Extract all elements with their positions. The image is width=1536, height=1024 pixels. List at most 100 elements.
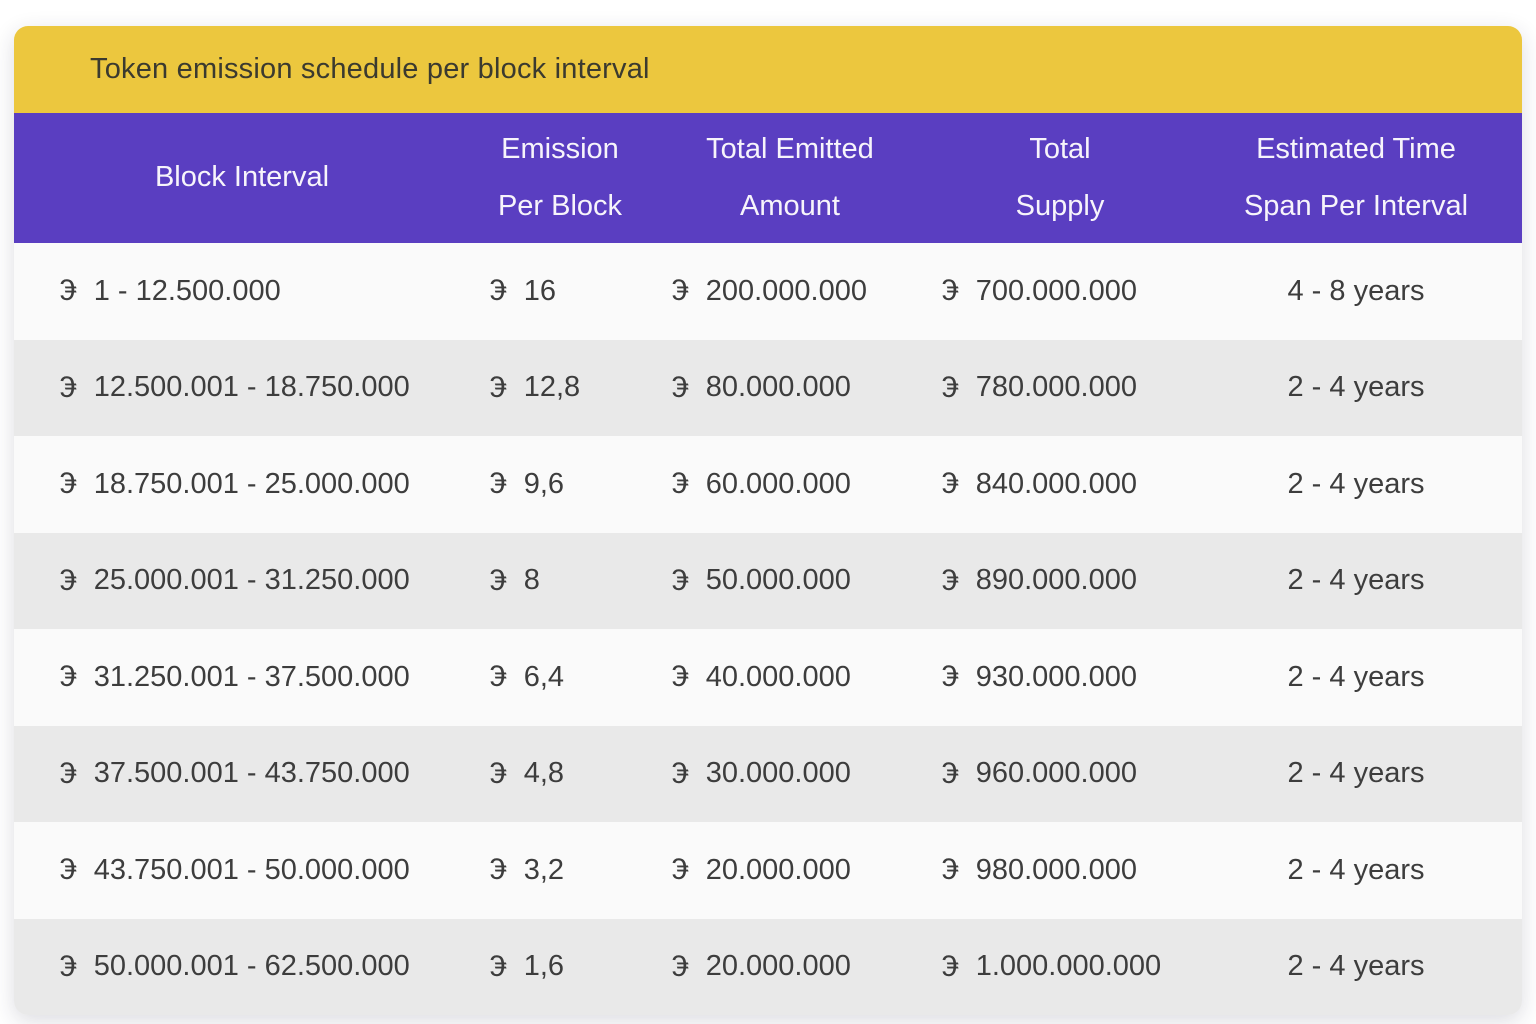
total-emitted-amount-value: 200.000.000 (705, 274, 867, 307)
token-icon: € (490, 563, 507, 597)
total-supply-value: 960.000.000 (975, 757, 1137, 790)
cell-total-emitted-amount: € 20.000.000 (650, 919, 930, 1016)
cell-time-span: 2 - 4 years (1190, 533, 1522, 630)
time-span-value: 2 - 4 years (1287, 950, 1425, 983)
token-icon: € (942, 563, 959, 597)
cell-total-supply: € 1.000.000.000 (930, 919, 1190, 1016)
total-supply-value: 980.000.000 (975, 853, 1137, 886)
token-icon: € (490, 370, 507, 404)
cell-emission-per-block: € 8 (470, 533, 650, 630)
emission-per-block-value: 12,8 (523, 371, 581, 404)
total-emitted-amount-value: 20.000.000 (705, 853, 851, 886)
total-emitted-amount-value: 30.000.000 (705, 757, 851, 790)
block-interval-value: 12.500.001 - 18.750.000 (93, 371, 410, 404)
cell-time-span: 4 - 8 years (1190, 243, 1522, 340)
title-bar: Token emission schedule per block interv… (14, 26, 1522, 113)
time-span-value: 2 - 4 years (1287, 467, 1425, 500)
time-span-value: 2 - 4 years (1287, 564, 1425, 597)
table-row: € 1 - 12.500.000 € 16 € 200.000.000 € 70… (14, 243, 1522, 340)
cell-block-interval: € 43.750.001 - 50.000.000 (14, 822, 470, 919)
cell-total-supply: € 890.000.000 (930, 533, 1190, 630)
emission-schedule-card: Token emission schedule per block interv… (14, 26, 1522, 1015)
token-icon: € (672, 370, 689, 404)
total-supply-value: 840.000.000 (975, 467, 1137, 500)
table-row: € 43.750.001 - 50.000.000 € 3,2 € 20.000… (14, 822, 1522, 919)
time-span-value: 2 - 4 years (1287, 660, 1425, 693)
token-icon: € (672, 274, 689, 308)
cell-block-interval: € 31.250.001 - 37.500.000 (14, 629, 470, 726)
cell-total-emitted-amount: € 20.000.000 (650, 822, 930, 919)
total-supply-value: 700.000.000 (975, 274, 1137, 307)
cell-block-interval: € 1 - 12.500.000 (14, 243, 470, 340)
cell-total-supply: € 780.000.000 (930, 340, 1190, 437)
token-icon: € (672, 563, 689, 597)
token-icon: € (942, 949, 959, 983)
time-span-value: 4 - 8 years (1287, 274, 1425, 307)
token-icon: € (672, 756, 689, 790)
token-icon: € (60, 563, 77, 597)
cell-total-supply: € 840.000.000 (930, 436, 1190, 533)
cell-time-span: 2 - 4 years (1190, 919, 1522, 1016)
block-interval-value: 37.500.001 - 43.750.000 (93, 757, 410, 790)
emission-per-block-value: 1,6 (523, 950, 565, 983)
cell-emission-per-block: € 16 (470, 243, 650, 340)
block-interval-value: 18.750.001 - 25.000.000 (93, 467, 410, 500)
token-icon: € (60, 756, 77, 790)
block-interval-value: 25.000.001 - 31.250.000 (93, 564, 410, 597)
time-span-value: 2 - 4 years (1287, 757, 1425, 790)
table-body: € 1 - 12.500.000 € 16 € 200.000.000 € 70… (14, 243, 1522, 1015)
total-emitted-amount-value: 80.000.000 (705, 371, 851, 404)
emission-per-block-value: 9,6 (523, 467, 565, 500)
token-icon: € (490, 274, 507, 308)
cell-emission-per-block: € 6,4 (470, 629, 650, 726)
cell-total-supply: € 960.000.000 (930, 726, 1190, 823)
token-icon: € (942, 467, 959, 501)
block-interval-value: 31.250.001 - 37.500.000 (93, 660, 410, 693)
cell-total-emitted-amount: € 50.000.000 (650, 533, 930, 630)
cell-total-emitted-amount: € 80.000.000 (650, 340, 930, 437)
total-emitted-amount-value: 60.000.000 (705, 467, 851, 500)
time-span-value: 2 - 4 years (1287, 371, 1425, 404)
total-emitted-amount-value: 50.000.000 (705, 564, 851, 597)
cell-emission-per-block: € 3,2 (470, 822, 650, 919)
token-icon: € (490, 756, 507, 790)
cell-emission-per-block: € 4,8 (470, 726, 650, 823)
token-icon: € (672, 853, 689, 887)
cell-block-interval: € 25.000.001 - 31.250.000 (14, 533, 470, 630)
cell-emission-per-block: € 12,8 (470, 340, 650, 437)
token-icon: € (490, 467, 507, 501)
cell-emission-per-block: € 9,6 (470, 436, 650, 533)
token-icon: € (490, 949, 507, 983)
total-supply-value: 780.000.000 (975, 371, 1137, 404)
cell-block-interval: € 37.500.001 - 43.750.000 (14, 726, 470, 823)
total-supply-value: 890.000.000 (975, 564, 1137, 597)
token-icon: € (60, 949, 77, 983)
token-icon: € (60, 467, 77, 501)
token-icon: € (60, 274, 77, 308)
table-row: € 50.000.001 - 62.500.000 € 1,6 € 20.000… (14, 918, 1522, 1016)
emission-per-block-value: 3,2 (523, 853, 565, 886)
table-row: € 12.500.001 - 18.750.000 € 12,8 € 80.00… (14, 339, 1522, 437)
column-header-total-supply: Total Supply (1015, 132, 1105, 222)
cell-block-interval: € 12.500.001 - 18.750.000 (14, 340, 470, 437)
table-header-row: Block Interval Emission Per Block Total … (14, 113, 1522, 243)
total-supply-value: 1.000.000.000 (975, 950, 1162, 983)
token-icon: € (672, 949, 689, 983)
block-interval-value: 43.750.001 - 50.000.000 (93, 853, 410, 886)
emission-per-block-value: 6,4 (523, 660, 565, 693)
column-header-emission-per-block: Emission Per Block (497, 132, 623, 222)
token-icon: € (942, 853, 959, 887)
cell-emission-per-block: € 1,6 (470, 919, 650, 1016)
total-emitted-amount-value: 20.000.000 (705, 950, 851, 983)
cell-total-supply: € 700.000.000 (930, 243, 1190, 340)
token-icon: € (672, 660, 689, 694)
token-icon: € (60, 853, 77, 887)
token-icon: € (490, 660, 507, 694)
table-row: € 31.250.001 - 37.500.000 € 6,4 € 40.000… (14, 629, 1522, 726)
table-row: € 25.000.001 - 31.250.000 € 8 € 50.000.0… (14, 532, 1522, 630)
cell-total-supply: € 930.000.000 (930, 629, 1190, 726)
cell-total-emitted-amount: € 40.000.000 (650, 629, 930, 726)
token-icon: € (942, 274, 959, 308)
column-header-estimated-time-span: Estimated Time Span Per Interval (1243, 132, 1469, 222)
cell-time-span: 2 - 4 years (1190, 726, 1522, 823)
